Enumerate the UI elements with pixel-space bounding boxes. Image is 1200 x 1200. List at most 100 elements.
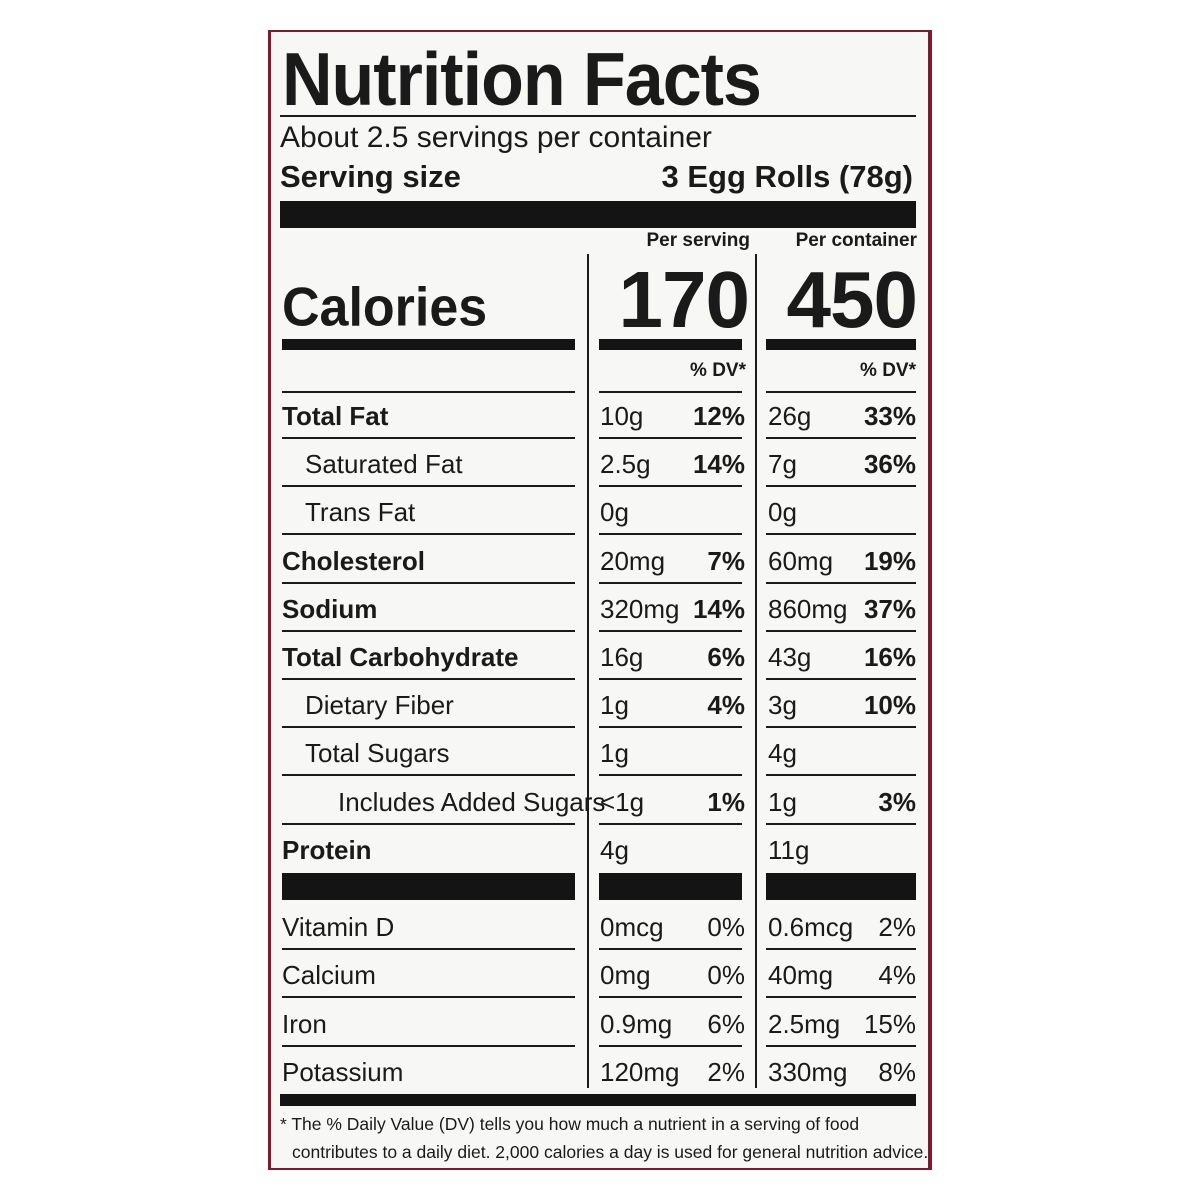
container-amount: 60mg [768, 545, 834, 576]
serving-amount: 0mg [600, 960, 651, 991]
row-divider [599, 996, 742, 999]
divider [280, 115, 916, 117]
row-divider [282, 726, 575, 729]
footnote-line1: * The % Daily Value (DV) tells you how m… [280, 1114, 860, 1134]
row-divider [766, 822, 916, 825]
container-dv: 33% [863, 401, 916, 431]
container-dv: 10% [863, 690, 916, 721]
vitamin-bar-left [282, 873, 575, 900]
container-amount: 3g [768, 690, 797, 721]
serving-size-value: 3 Egg Rolls (78g) [661, 159, 913, 194]
container-dv: 37% [863, 593, 916, 624]
container-amount: 330mg [768, 1056, 848, 1087]
row-divider [766, 533, 916, 536]
serving-amount: 0mcg [600, 912, 664, 942]
nutrient-name: Iron [282, 1008, 327, 1039]
vitamin-bar-mid [599, 873, 742, 900]
nutrient-name: Vitamin D [282, 912, 395, 942]
column-divider [587, 254, 589, 1088]
serving-amount: 16g [600, 642, 644, 672]
row-divider [766, 437, 916, 439]
row-divider [599, 774, 742, 777]
thick-divider [280, 201, 916, 228]
container-amount: 11g [768, 834, 810, 865]
row-divider [282, 948, 575, 950]
row-divider [282, 485, 575, 488]
container-dv: 3% [878, 786, 916, 817]
container-dv: 36% [863, 449, 916, 480]
serving-amount: 320mg [600, 593, 680, 624]
row-divider [599, 485, 742, 488]
serving-amount: <1g [600, 786, 645, 817]
nutrient-name: Saturated Fat [305, 449, 463, 480]
container-amount: 2.5mg [768, 1008, 841, 1039]
row-divider [766, 485, 916, 488]
nutrient-name: Sodium [282, 593, 378, 624]
dv-header-container: % DV* [860, 360, 916, 381]
serving-size-label: Serving size [280, 159, 461, 194]
row-divider [766, 1044, 916, 1047]
container-dv: 15% [863, 1008, 916, 1039]
serving-dv: 1% [707, 786, 745, 817]
serving-dv: 0% [707, 960, 745, 991]
serving-dv: 12% [692, 401, 745, 431]
serving-amount: 120mg [600, 1056, 680, 1087]
nutrient-name: Total Fat [282, 401, 389, 431]
container-dv: 4% [878, 960, 916, 991]
row-divider [766, 391, 916, 393]
container-dv: 2% [878, 912, 916, 942]
dv-header-serving: % DV* [690, 360, 746, 381]
column-divider [755, 254, 757, 1088]
serving-dv: 14% [692, 593, 745, 624]
row-divider [599, 391, 742, 393]
row-divider [599, 533, 742, 536]
row-divider [766, 948, 916, 950]
row-divider [766, 581, 916, 584]
row-divider [766, 726, 916, 729]
vitamin-bar-right [766, 873, 916, 900]
serving-amount: 10g [600, 401, 644, 431]
row-divider [599, 822, 742, 825]
calories-bar-right [766, 339, 916, 350]
serving-amount: 0g [600, 497, 629, 528]
row-divider [599, 948, 742, 950]
row-divider [599, 581, 742, 584]
row-divider [282, 1044, 575, 1047]
nutrient-name: Protein [282, 834, 372, 865]
container-dv: 19% [863, 545, 916, 576]
container-amount: 0g [768, 497, 797, 528]
container-amount: 7g [768, 449, 797, 480]
container-amount: 1g [768, 786, 797, 817]
footnote-line2: contributes to a daily diet. 2,000 calor… [292, 1142, 929, 1162]
servings-per-container: About 2.5 servings per container [280, 121, 712, 154]
container-amount: 4g [768, 738, 797, 769]
row-divider [766, 996, 916, 999]
calories-bar-mid [599, 339, 742, 350]
serving-dv: 7% [707, 545, 745, 576]
nutrient-name: Calcium [282, 960, 376, 991]
serving-amount: 1g [600, 690, 629, 721]
nutrient-name: Cholesterol [282, 545, 426, 576]
nutrient-name: Dietary Fiber [305, 690, 454, 721]
nutrient-name: Total Sugars [305, 738, 450, 769]
row-divider [282, 996, 575, 999]
row-divider [282, 391, 575, 393]
col-per-container: Per container [795, 230, 917, 251]
label-title: Nutrition Facts [282, 37, 762, 122]
row-divider [282, 533, 575, 536]
calories-per-container: 450 [786, 255, 918, 344]
nutrient-name: Trans Fat [305, 497, 416, 528]
footnote-bar [280, 1094, 916, 1106]
container-dv: 16% [863, 642, 916, 672]
nutrient-name: Includes Added Sugars [338, 786, 606, 817]
serving-amount: 2.5g [600, 449, 651, 480]
row-divider [599, 1044, 742, 1047]
row-divider [282, 822, 575, 825]
row-divider [282, 581, 575, 584]
calories-per-serving: 170 [618, 255, 750, 344]
nutrient-name: Potassium [282, 1056, 404, 1087]
container-dv: 8% [878, 1056, 916, 1087]
row-divider [599, 629, 742, 632]
serving-dv: 2% [707, 1056, 745, 1087]
row-divider [282, 678, 575, 680]
